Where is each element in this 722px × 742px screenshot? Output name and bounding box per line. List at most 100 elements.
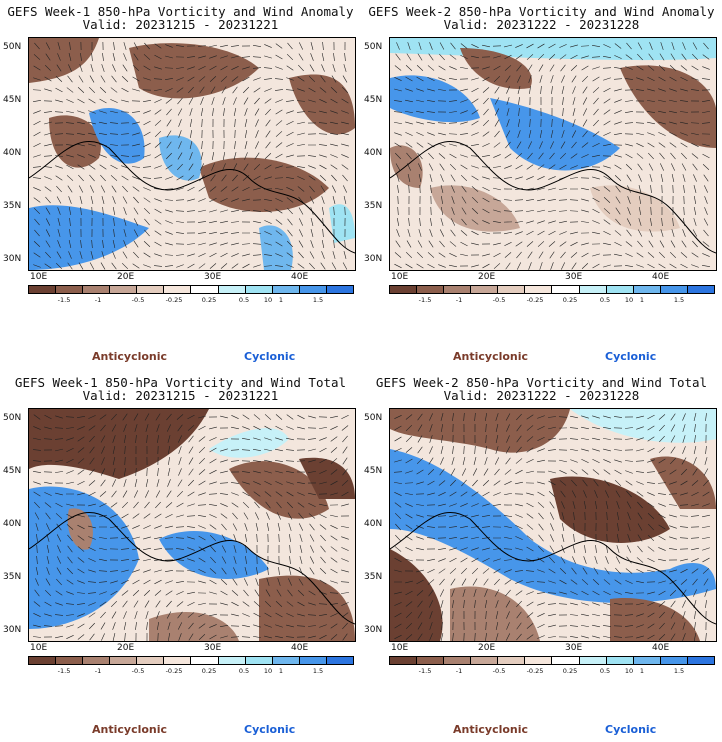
wind-vector <box>449 253 457 257</box>
lon-label: 30E <box>565 643 583 653</box>
wind-vector <box>77 535 85 541</box>
wind-vector <box>154 513 162 519</box>
wind-vector <box>297 613 305 617</box>
wind-vector <box>57 218 61 226</box>
wind-vector <box>242 481 250 485</box>
wind-vector <box>54 133 64 135</box>
colorbar-swatch <box>326 657 353 664</box>
wind-vector <box>33 624 41 628</box>
lat-label: 45N <box>364 466 383 476</box>
wind-vector <box>33 187 41 191</box>
wind-vector <box>550 523 554 531</box>
wind-vector <box>275 142 283 148</box>
wind-vector <box>253 470 261 474</box>
wind-vector <box>647 612 655 618</box>
wind-vector <box>264 600 272 608</box>
wind-vector <box>319 164 327 170</box>
legend-cyclonic: Cyclonic <box>244 350 296 363</box>
wind-vector <box>583 556 587 564</box>
wind-vector <box>178 119 182 127</box>
wind-vector <box>394 252 402 258</box>
colorbar-swatch <box>83 286 111 293</box>
wind-vector <box>570 591 578 595</box>
colorbar-tick: -0.5 <box>492 296 506 304</box>
wind-vector <box>198 623 206 629</box>
wind-vector <box>220 635 228 639</box>
wind-vector <box>231 209 239 213</box>
wind-vector <box>504 481 512 485</box>
colorbar-tick: -1.5 <box>57 296 71 304</box>
wind-vector <box>165 580 173 584</box>
wind-vector <box>110 502 118 508</box>
wind-vector <box>548 480 556 486</box>
lon-label: 10E <box>30 272 48 282</box>
wind-vector <box>516 446 522 454</box>
wind-vector <box>394 263 402 269</box>
wind-vector <box>427 76 435 82</box>
wind-vector <box>406 240 412 248</box>
wind-vector <box>254 501 260 509</box>
wind-vector <box>124 632 126 641</box>
wind-vector <box>176 77 184 81</box>
wind-vector <box>121 525 129 529</box>
wind-vector <box>484 457 488 465</box>
wind-vector <box>592 426 600 430</box>
wind-vector <box>308 415 316 419</box>
wind-vector <box>277 512 281 520</box>
wind-vector <box>113 41 115 51</box>
wind-vector <box>77 524 85 530</box>
wind-vector <box>99 591 107 595</box>
wind-vector <box>481 526 491 528</box>
wind-vector <box>449 143 457 147</box>
wind-vector <box>441 435 443 443</box>
wind-vector <box>516 251 522 259</box>
wind-vector <box>220 415 228 419</box>
wind-vector <box>614 469 622 475</box>
wind-vector <box>416 481 424 485</box>
wind-vector <box>263 67 273 69</box>
wind-vector <box>263 254 273 256</box>
wind-vector <box>209 447 217 453</box>
wind-vector <box>625 143 633 147</box>
wind-vector <box>515 220 523 224</box>
wind-vector <box>614 88 622 92</box>
wind-vector <box>344 206 346 216</box>
wind-vector <box>309 262 315 270</box>
wind-vector <box>319 437 327 441</box>
wind-vector <box>427 132 435 136</box>
panel-title: GEFS Week-1 850-hPa Vorticity and Wind A… <box>7 4 354 19</box>
wind-vector <box>244 534 248 542</box>
wind-vector <box>636 613 644 617</box>
wind-vector <box>264 612 272 618</box>
wind-vector <box>395 240 401 248</box>
wind-vector <box>263 265 273 267</box>
wind-vector <box>322 217 324 227</box>
wind-vector <box>636 143 644 147</box>
wind-vector <box>625 66 633 70</box>
wind-vector <box>647 502 655 508</box>
wind-vector <box>416 251 424 259</box>
wind-vector <box>286 65 294 71</box>
wind-vector <box>504 515 512 517</box>
wind-vector <box>581 448 589 452</box>
wind-vector <box>581 415 589 419</box>
wind-vector <box>77 469 85 475</box>
wind-vector <box>187 175 195 181</box>
wind-vector <box>44 481 52 485</box>
wind-vector <box>681 152 687 160</box>
wind-vector <box>658 503 666 507</box>
wind-vector <box>333 52 335 62</box>
wind-vector <box>198 457 206 465</box>
wind-vector <box>615 196 621 204</box>
wind-vector <box>330 480 338 486</box>
wind-vector <box>581 426 589 430</box>
wind-vector <box>427 263 435 269</box>
wind-vector <box>242 624 250 628</box>
wind-vector <box>603 175 611 181</box>
wind-vector <box>669 590 677 596</box>
wind-vector <box>296 460 306 462</box>
wind-vector <box>265 589 271 597</box>
wind-vector <box>437 122 447 124</box>
wind-vector <box>407 229 411 237</box>
wind-vector <box>627 196 631 204</box>
